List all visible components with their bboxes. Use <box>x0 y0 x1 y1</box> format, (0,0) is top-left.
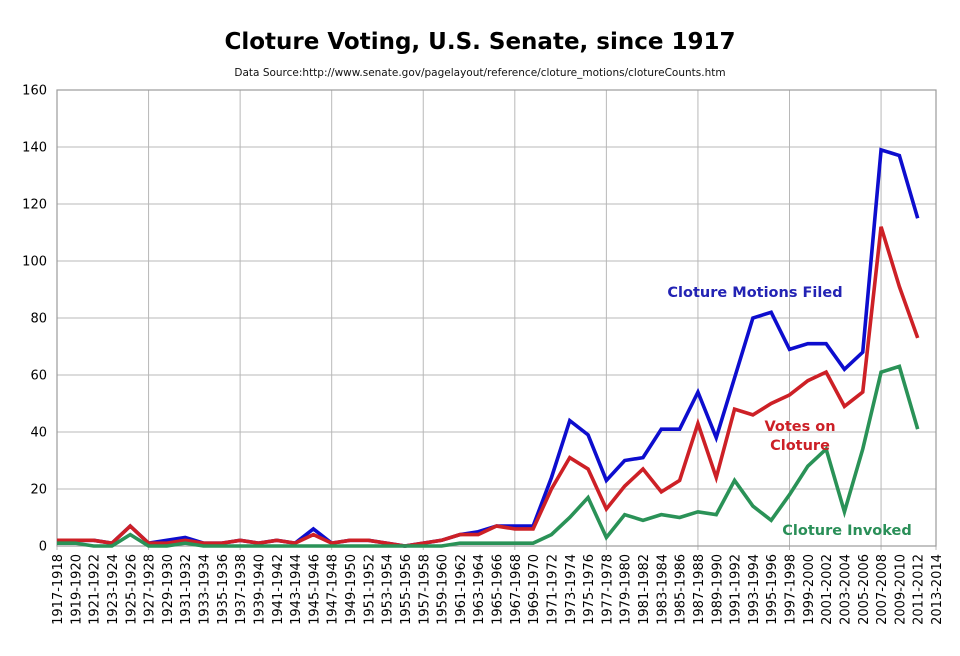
x-tick-label: 1929-1930 <box>161 554 176 625</box>
x-tick-label: 1983-1984 <box>655 554 670 625</box>
x-tick-label: 1925-1926 <box>124 554 139 625</box>
x-tick-label: 1987-1988 <box>692 554 707 625</box>
x-tick-label: 1923-1924 <box>106 554 121 625</box>
x-tick-label: 1917-1918 <box>51 554 66 625</box>
x-tick-label: 1979-1980 <box>619 554 634 625</box>
x-tick-label: 1975-1976 <box>582 554 597 625</box>
x-tick-label: 2011-2012 <box>912 554 927 625</box>
x-tick-label: 2005-2006 <box>857 554 872 625</box>
x-tick-label: 1963-1964 <box>472 554 487 625</box>
y-tick-label: 80 <box>30 312 47 327</box>
cloture-motions-filed-label: Cloture Motions Filed <box>667 285 842 301</box>
y-tick-label: 0 <box>39 540 47 555</box>
x-tick-label: 1973-1974 <box>564 554 579 625</box>
x-tick-label: 1997-1998 <box>784 554 799 625</box>
x-tick-label: 1965-1966 <box>491 554 506 625</box>
x-tick-label: 1959-1960 <box>436 554 451 625</box>
x-tick-label: 1919-1920 <box>69 554 84 625</box>
x-tick-label: 1939-1940 <box>252 554 267 625</box>
votes-on-cloture-label: Cloture <box>770 438 830 454</box>
x-tick-label: 1945-1946 <box>307 554 322 625</box>
x-tick-label: 1921-1922 <box>88 554 103 625</box>
cloture-invoked-label: Cloture Invoked <box>782 523 911 539</box>
y-tick-label: 120 <box>22 198 47 213</box>
x-tick-label: 2007-2008 <box>875 554 890 625</box>
x-tick-label: 1969-1970 <box>527 554 542 625</box>
x-tick-label: 1985-1986 <box>674 554 689 625</box>
chart-title: Cloture Voting, U.S. Senate, since 1917 <box>224 29 736 55</box>
plot-border <box>56 89 937 547</box>
cloture-motions-filed-line <box>57 147 920 548</box>
x-tick-label: 1927-1928 <box>143 554 158 625</box>
x-tick-label: 1941-1942 <box>271 554 286 625</box>
x-tick-label: 1991-1992 <box>729 554 744 625</box>
x-tick-label: 1971-1972 <box>545 554 560 625</box>
y-tick-label: 100 <box>22 255 47 270</box>
x-tick-label: 1949-1950 <box>344 554 359 625</box>
votes-on-cloture-label: Votes on <box>764 419 835 435</box>
x-tick-label: 1967-1968 <box>509 554 524 625</box>
y-tick-label: 20 <box>30 483 47 498</box>
x-tick-label: 1933-1934 <box>198 554 213 625</box>
x-tick-label: 1955-1956 <box>399 554 414 625</box>
x-tick-label: 1977-1978 <box>600 554 615 625</box>
cloture-invoked-line <box>57 364 920 548</box>
x-tick-label: 1995-1996 <box>765 554 780 625</box>
x-tick-label: 1999-2000 <box>802 554 817 625</box>
x-tick-label: 1989-1990 <box>710 554 725 625</box>
x-tick-label: 1931-1932 <box>179 554 194 625</box>
x-tick-label: 1951-1952 <box>362 554 377 625</box>
x-tick-label: 1957-1958 <box>417 554 432 625</box>
x-tick-label: 1961-1962 <box>454 554 469 625</box>
x-tick-label: 1943-1944 <box>289 554 304 625</box>
x-tick-label: 2013-2014 <box>930 554 945 625</box>
votes-on-cloture-line <box>57 226 920 548</box>
chart-subtitle: Data Source:http://www.senate.gov/pagela… <box>234 67 726 79</box>
x-tick-label: 1953-1954 <box>381 554 396 625</box>
x-tick-label: 2003-2004 <box>838 554 853 625</box>
x-tick-label: 1981-1982 <box>637 554 652 625</box>
x-tick-label: 2001-2002 <box>820 554 835 625</box>
y-tick-label: 160 <box>22 84 47 99</box>
x-tick-label: 1937-1938 <box>234 554 249 625</box>
y-tick-label: 60 <box>30 369 47 384</box>
y-tick-label: 40 <box>30 426 47 441</box>
x-tick-label: 1947-1948 <box>326 554 341 625</box>
x-tick-label: 2009-2010 <box>893 554 908 625</box>
x-tick-label: 1935-1936 <box>216 554 231 625</box>
y-tick-label: 140 <box>22 141 47 156</box>
x-tick-label: 1993-1994 <box>747 554 762 625</box>
